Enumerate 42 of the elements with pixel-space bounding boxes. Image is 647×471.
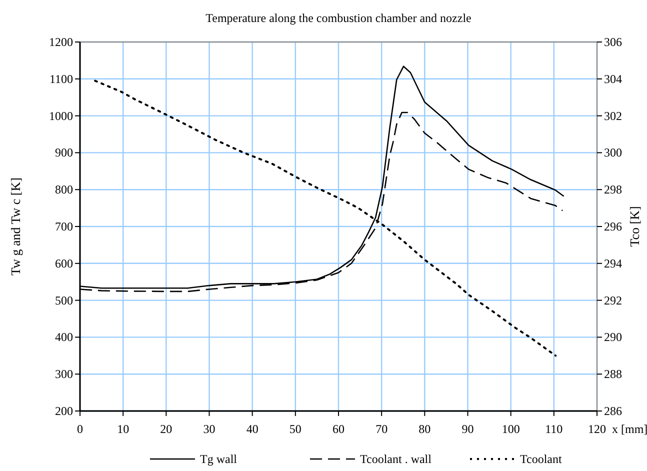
y-tick-label: 1200 <box>49 35 73 49</box>
y2-tick-label: 290 <box>604 330 622 344</box>
x-tick-label: 60 <box>332 422 344 436</box>
x-tick-label: 30 <box>203 422 216 436</box>
y2-tick-label: 292 <box>604 293 622 308</box>
y2-tick-label: 288 <box>604 367 622 382</box>
y-tick-label: 300 <box>55 367 73 382</box>
x-tick-label: 50 <box>289 422 302 436</box>
y2-tick-label: 300 <box>604 146 622 160</box>
x-tick-label: 20 <box>160 422 172 436</box>
x-tick-label: 70 <box>376 422 388 436</box>
x-tick-label: 40 <box>246 422 258 436</box>
y-axis-title: Tw g and Tw c [K] <box>8 178 23 276</box>
x-tick-label: 90 <box>462 422 474 436</box>
x-tick-label: 80 <box>418 422 431 436</box>
y-tick-label: 900 <box>55 146 73 160</box>
x-tick-label: 120 <box>588 422 606 436</box>
y-tick-label: 800 <box>55 182 73 197</box>
x-tick-label: 100 <box>502 422 520 436</box>
y2-tick-label: 302 <box>604 108 622 123</box>
y-tick-label: 400 <box>55 330 73 344</box>
y2-tick-label: 304 <box>604 72 622 86</box>
y-tick-label: 600 <box>55 256 73 270</box>
y-tick-label: 700 <box>55 220 73 234</box>
chart-title: Temperature along the combustion chamber and nozzle <box>206 11 472 25</box>
x-axis-title: x [mm] <box>612 422 647 436</box>
y2-tick-label: 286 <box>604 404 622 418</box>
legend-label: Tg wall <box>200 452 238 466</box>
legend-label: Tcoolant . wall <box>360 452 432 466</box>
y2-tick-label: 294 <box>604 256 622 270</box>
y-tick-label: 1000 <box>49 108 73 123</box>
y2-tick-label: 298 <box>604 182 622 197</box>
y2-tick-label: 306 <box>604 35 622 49</box>
y2-axis-title: Tco [K] <box>627 206 642 247</box>
y-tick-label: 200 <box>55 404 73 418</box>
x-tick-label: 0 <box>77 422 83 436</box>
x-tick-label: 110 <box>545 422 563 436</box>
x-tick-label: 10 <box>117 422 130 436</box>
legend-label: Tcoolant <box>520 452 562 466</box>
y2-tick-label: 296 <box>604 220 622 234</box>
y-tick-label: 1100 <box>49 72 73 86</box>
y-tick-label: 500 <box>55 293 73 308</box>
